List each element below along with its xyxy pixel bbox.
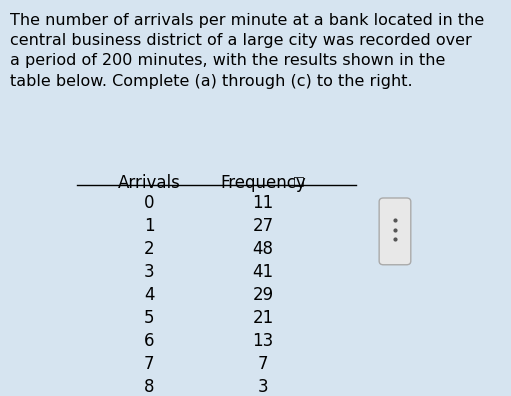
Text: 4: 4 xyxy=(144,286,154,304)
Text: 13: 13 xyxy=(252,331,274,350)
Text: 48: 48 xyxy=(252,240,273,257)
Text: 27: 27 xyxy=(252,217,273,234)
Text: 3: 3 xyxy=(258,377,268,396)
Text: 41: 41 xyxy=(252,263,273,280)
Text: 6: 6 xyxy=(144,331,154,350)
Text: The number of arrivals per minute at a bank located in the
central business dist: The number of arrivals per minute at a b… xyxy=(10,13,484,89)
Text: 7: 7 xyxy=(258,354,268,373)
Text: 1: 1 xyxy=(144,217,154,234)
Text: 8: 8 xyxy=(144,377,154,396)
Text: □: □ xyxy=(293,174,305,187)
Text: 3: 3 xyxy=(144,263,154,280)
Text: 7: 7 xyxy=(144,354,154,373)
Text: Frequency: Frequency xyxy=(220,174,306,192)
Text: 2: 2 xyxy=(144,240,154,257)
Text: 21: 21 xyxy=(252,308,274,327)
Text: 0: 0 xyxy=(144,194,154,211)
Text: Arrivals: Arrivals xyxy=(118,174,180,192)
FancyBboxPatch shape xyxy=(379,198,411,265)
Text: 29: 29 xyxy=(252,286,273,304)
Text: 5: 5 xyxy=(144,308,154,327)
Text: 11: 11 xyxy=(252,194,274,211)
